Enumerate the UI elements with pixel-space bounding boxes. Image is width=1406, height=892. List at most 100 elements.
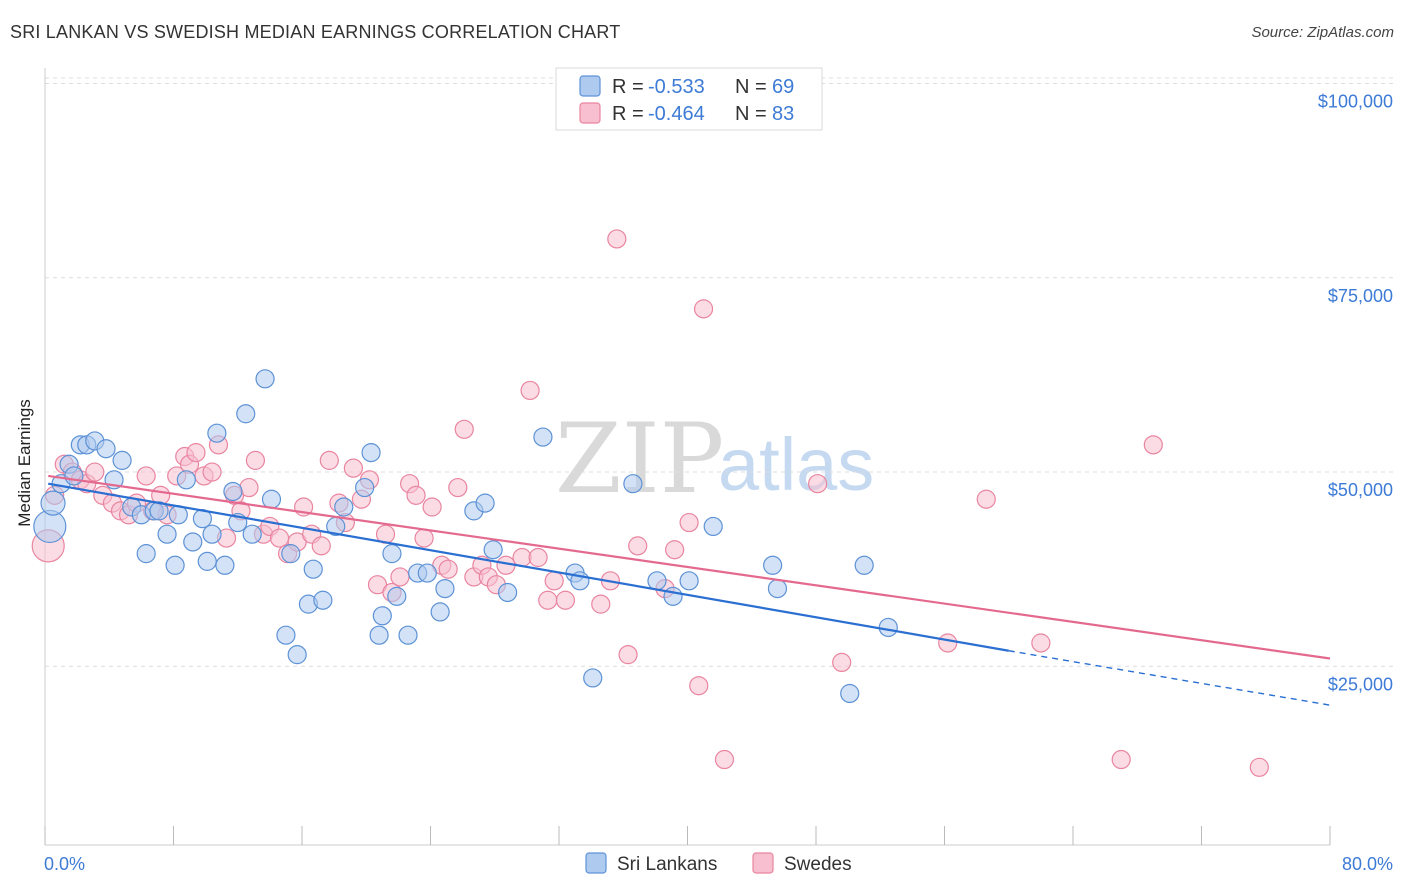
swedes-point — [544, 571, 564, 591]
series-legend: Sri Lankans Swedes — [585, 852, 852, 875]
legend-r-value-1: -0.533 — [648, 76, 705, 98]
swedes-point — [976, 489, 996, 509]
swedes-point — [245, 450, 266, 470]
swedes-point — [1249, 757, 1269, 777]
swedes-point — [555, 590, 576, 610]
sri-lankans-points — [33, 369, 898, 704]
swedes-point — [538, 590, 558, 610]
sri-lankans-point — [763, 555, 783, 575]
swedes-point — [689, 676, 709, 696]
swedes-point — [454, 419, 474, 439]
y-tick-labels: $25,000 $50,000 $75,000 $100,000 — [1318, 92, 1393, 695]
sri-lankans-point — [387, 586, 407, 606]
swedes-point — [438, 559, 458, 579]
sri-lankans-point — [382, 544, 402, 564]
legend-n-label-1: N = — [735, 76, 767, 98]
swedes-point — [1143, 435, 1163, 455]
swedes-point — [319, 450, 339, 470]
sri-lankans-point — [215, 555, 235, 575]
sri-lankans-point — [157, 524, 177, 544]
swedes-point — [390, 567, 410, 587]
legend-swatch-sri-lankans — [579, 75, 601, 97]
sri-lankans-point — [767, 578, 788, 599]
sri-lankans-point — [623, 474, 643, 494]
sri-lankans-point — [417, 563, 437, 583]
x-ticks — [44, 826, 1331, 845]
swedes-point — [311, 536, 331, 556]
sri-lankans-point — [255, 369, 275, 389]
sri-lankans-point — [165, 555, 185, 575]
sri-lankans-point — [64, 466, 84, 486]
sri-lankans-point — [372, 606, 392, 626]
sri-lankans-point — [334, 497, 354, 517]
legend-n-label-2: N = — [735, 103, 767, 125]
sri-lankans-point — [647, 571, 667, 591]
legend-r-label-2: R = — [612, 103, 644, 125]
swedes-point — [239, 477, 259, 498]
y-tick-label-2: $75,000 — [1328, 286, 1393, 306]
sri-lankans-point — [40, 490, 66, 516]
y-tick-label-0: $25,000 — [1328, 674, 1393, 694]
gridlines — [45, 77, 1395, 667]
watermark-zip: ZIP — [555, 403, 724, 515]
correlation-legend: R = -0.533 N = 69 R = -0.464 N = 83 — [555, 67, 823, 131]
swedes-point — [136, 466, 156, 486]
sri-lankans-point — [430, 602, 450, 622]
swedes-point — [1031, 633, 1051, 653]
swedes-point — [832, 652, 852, 673]
swedes-trend-line — [48, 474, 1331, 660]
x-tick-label-max: 80.0% — [1342, 854, 1393, 874]
sri-lankans-point — [533, 427, 553, 447]
bottom-legend-sri-lankans: Sri Lankans — [617, 854, 717, 875]
swedes-point — [528, 547, 548, 568]
bottom-legend-swedes: Swedes — [784, 854, 852, 875]
swedes-point — [693, 299, 714, 319]
sri-lankans-point — [281, 544, 301, 564]
legend-r-label-1: R = — [612, 76, 644, 98]
swedes-point — [618, 645, 638, 665]
swedes-point — [520, 380, 540, 401]
x-tick-label-min: 0.0% — [44, 854, 85, 874]
sri-lankans-point — [223, 481, 243, 502]
swedes-point — [938, 633, 958, 653]
swedes-point — [628, 536, 648, 556]
sri-lankans-point — [663, 586, 683, 606]
sri-lankans-point — [136, 544, 156, 564]
legend-swatch-swedes — [579, 102, 601, 124]
sri-lankans-point — [276, 625, 296, 645]
swedes-point — [714, 749, 735, 770]
swedes-point — [343, 458, 363, 478]
sri-lankans-point — [242, 524, 262, 544]
swedes-point — [679, 512, 699, 533]
sri-lankans-point — [202, 524, 222, 544]
sri-lankans-point — [703, 516, 723, 537]
sri-lankans-point — [483, 540, 503, 560]
sri-lankans-point — [361, 443, 381, 463]
sri-lankans-trend-extension — [1008, 650, 1331, 706]
bottom-legend-swatch-sri-lankans — [585, 852, 607, 874]
swedes-point — [422, 497, 442, 517]
sri-lankans-point — [498, 582, 518, 603]
sri-lankans-point — [355, 477, 375, 498]
legend-n-value-1: 69 — [772, 76, 794, 98]
sri-lankans-point — [183, 532, 203, 552]
sri-lankans-point — [176, 470, 196, 490]
swedes-point — [591, 594, 611, 614]
sri-lankans-point — [583, 668, 603, 688]
sri-lankans-point — [287, 645, 307, 665]
swedes-point — [186, 443, 206, 463]
swedes-point — [607, 229, 627, 249]
swedes-point — [406, 485, 426, 505]
y-tick-label-1: $50,000 — [1328, 480, 1393, 500]
sri-lankans-point — [435, 578, 455, 599]
swedes-point — [512, 547, 532, 568]
sri-lankans-point — [96, 439, 116, 459]
swedes-point — [202, 462, 222, 482]
chart-title: SRI LANKAN VS SWEDISH MEDIAN EARNINGS CO… — [10, 22, 621, 42]
sri-lankans-point — [369, 625, 389, 645]
swedes-point — [85, 462, 105, 482]
sri-lankans-point — [112, 450, 132, 470]
sri-lankans-point — [840, 683, 860, 704]
swedes-point — [665, 540, 685, 560]
sri-lankans-point — [313, 590, 333, 610]
